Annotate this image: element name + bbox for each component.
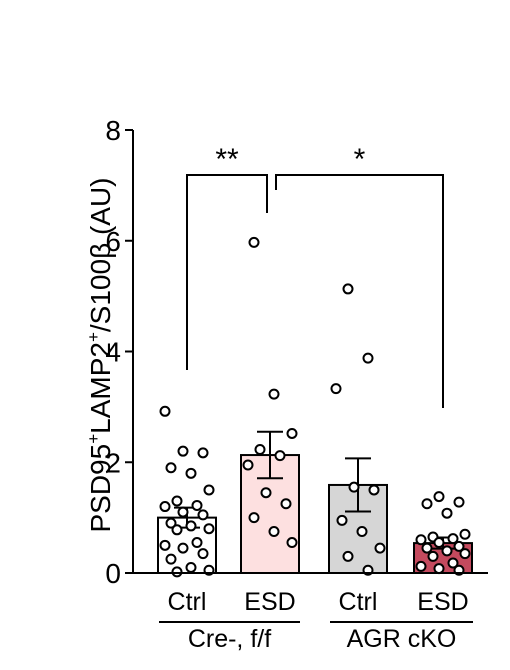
data-point-2-5 xyxy=(336,514,348,526)
data-point-0-0 xyxy=(159,405,171,417)
data-point-0-3 xyxy=(165,462,177,474)
data-point-2-1 xyxy=(362,352,374,364)
data-point-3-16 xyxy=(433,563,445,575)
x-tick-label-2: Ctrl xyxy=(339,588,378,616)
data-point-1-3 xyxy=(254,444,266,456)
data-point-0-19 xyxy=(165,553,177,565)
data-point-1-8 xyxy=(248,512,260,524)
data-point-2-4 xyxy=(368,484,380,496)
y-tick-label-8: 8 xyxy=(105,115,121,146)
data-point-1-4 xyxy=(274,450,286,462)
data-point-1-2 xyxy=(286,427,298,439)
data-point-0-7 xyxy=(191,499,203,511)
y-tick-label-0: 0 xyxy=(105,558,121,589)
data-point-3-4 xyxy=(459,528,471,540)
data-point-0-5 xyxy=(203,484,215,496)
y-axis-label: PSD95+LAMP2+/S100β (AU) xyxy=(84,177,116,532)
y-tick-label-2: 2 xyxy=(105,447,121,478)
data-point-3-13 xyxy=(427,550,439,562)
data-point-2-8 xyxy=(342,550,354,562)
data-point-3-9 xyxy=(453,540,465,552)
data-point-0-15 xyxy=(191,537,203,549)
data-point-0-8 xyxy=(159,501,171,513)
data-point-0-22 xyxy=(171,566,183,578)
data-point-1-6 xyxy=(260,487,272,499)
significance-label-0: ** xyxy=(215,143,239,176)
y-tick-label-6: 6 xyxy=(105,226,121,257)
data-point-0-2 xyxy=(197,447,209,459)
data-point-0-4 xyxy=(185,467,197,479)
x-tick-label-0: Ctrl xyxy=(168,588,207,616)
data-point-1-7 xyxy=(280,498,292,510)
data-point-0-10 xyxy=(197,509,209,521)
data-point-1-9 xyxy=(268,525,280,537)
data-point-1-1 xyxy=(268,388,280,400)
data-point-1-10 xyxy=(286,537,298,549)
data-points-layer xyxy=(159,236,471,578)
data-point-3-8 xyxy=(433,537,445,549)
data-point-3-12 xyxy=(459,548,471,560)
data-point-0-6 xyxy=(171,495,183,507)
data-point-2-0 xyxy=(342,283,354,295)
data-point-3-2 xyxy=(421,498,433,510)
data-point-3-11 xyxy=(441,545,453,557)
data-point-3-10 xyxy=(421,542,433,554)
data-point-0-1 xyxy=(177,445,189,457)
data-point-3-1 xyxy=(453,496,465,508)
x-tick-label-3: ESD xyxy=(417,588,468,616)
data-point-2-3 xyxy=(348,481,360,493)
data-point-0-12 xyxy=(185,520,197,532)
data-point-3-7 xyxy=(415,534,427,546)
data-point-0-9 xyxy=(177,506,189,518)
data-point-3-14 xyxy=(447,557,459,569)
data-point-0-17 xyxy=(177,542,189,554)
data-point-0-20 xyxy=(185,561,197,573)
data-point-1-5 xyxy=(242,459,254,471)
data-point-3-6 xyxy=(447,533,459,545)
significance-bracket-0 xyxy=(186,174,268,370)
data-point-2-2 xyxy=(330,383,342,395)
group-label-0: Cre-, f/f xyxy=(188,625,271,653)
significance-bracket-1 xyxy=(275,174,444,408)
y-tick-label-4: 4 xyxy=(105,337,121,368)
data-point-0-18 xyxy=(197,548,209,560)
data-point-3-3 xyxy=(441,507,453,519)
group-label-1: AGR cKO xyxy=(347,625,457,653)
data-point-0-11 xyxy=(165,517,177,529)
data-point-3-0 xyxy=(433,491,445,503)
data-point-2-7 xyxy=(374,542,386,554)
data-point-0-13 xyxy=(203,523,215,535)
data-point-0-14 xyxy=(171,524,183,536)
data-point-2-6 xyxy=(356,525,368,537)
data-point-1-0 xyxy=(248,236,260,248)
significance-label-1: * xyxy=(354,143,366,176)
data-point-3-15 xyxy=(415,560,427,572)
significance-layer: ** * xyxy=(186,143,444,408)
x-tick-label-1: ESD xyxy=(244,588,295,616)
axes-layer: 0 2 4 6 8 Ctrl ESD Ctrl ESD Cre-, f/f AGR cKO xyxy=(105,115,488,653)
data-point-0-16 xyxy=(159,539,171,551)
